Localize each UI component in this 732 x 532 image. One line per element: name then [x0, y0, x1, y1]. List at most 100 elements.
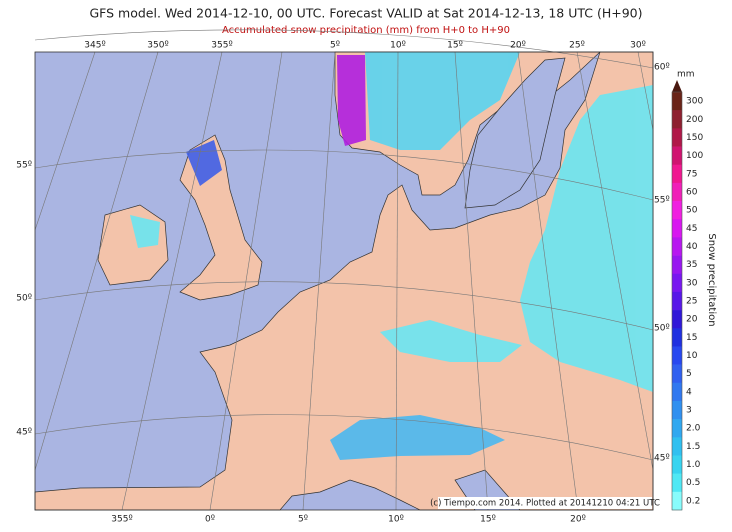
colorbar-label: 40 — [686, 242, 698, 252]
colorbar-label: 300 — [686, 97, 703, 107]
lat-label: 55º — [654, 196, 670, 206]
lon-label: 20º — [570, 515, 586, 525]
colorbar-label: 0.5 — [686, 478, 700, 488]
lon-label: 15º — [480, 515, 496, 525]
legend-title: Snow precipitation — [706, 233, 717, 326]
colorbar-swatch — [672, 219, 682, 238]
colorbar-label: 10 — [686, 351, 698, 361]
meridian — [576, 51, 654, 471]
subtitle: Accumulated snow precipitation (mm) from… — [222, 25, 510, 36]
colorbar-swatch — [672, 110, 682, 129]
colorbar-swatch — [672, 437, 682, 456]
parallel — [34, 281, 654, 331]
colorbar-label: 35 — [686, 260, 697, 270]
colorbar-swatch — [672, 328, 682, 347]
colorbar-swatch — [672, 419, 682, 438]
meridian — [121, 51, 223, 511]
colorbar-swatch — [672, 346, 682, 365]
meridian — [302, 51, 336, 511]
colorbar-swatch — [672, 455, 682, 474]
colorbar-swatch — [672, 491, 682, 511]
snow-east — [520, 85, 653, 392]
colorbar-swatch — [672, 310, 682, 329]
credit-box — [438, 497, 652, 509]
colorbar-swatch — [672, 164, 682, 184]
lon-label: 5º — [298, 515, 308, 525]
meridian — [454, 51, 489, 511]
snow-cover — [130, 52, 653, 460]
lon-label: 5º — [330, 41, 340, 51]
lat-label: 45º — [654, 454, 670, 464]
meridian — [637, 51, 654, 131]
lat-label: 45º — [16, 428, 32, 438]
colorbar-swatch — [672, 201, 682, 220]
colorbar-label: 60 — [686, 187, 698, 197]
colorbar-label: 4 — [686, 387, 692, 397]
lon-label: 355º — [111, 515, 132, 525]
colorbar-swatch — [672, 146, 682, 165]
lon-label: 20º — [510, 41, 526, 51]
lat-label: 50º — [654, 324, 670, 334]
lat-label: 60º — [654, 63, 670, 73]
colorbar-swatch — [672, 237, 682, 256]
colorbar-label: 3 — [686, 406, 692, 416]
map-frame — [34, 51, 654, 511]
colorbar-swatch — [672, 182, 682, 202]
colorbar-label: 30 — [686, 278, 698, 288]
lon-label: 10º — [388, 515, 404, 525]
colorbar-arrow — [672, 80, 682, 92]
colorbar-swatch — [672, 473, 682, 493]
lon-label: 30º — [630, 41, 646, 51]
colorbar-swatch — [672, 382, 682, 402]
colorbar-swatch — [672, 400, 682, 420]
colorbar-label: 15 — [686, 333, 697, 343]
colorbar-swatch — [672, 291, 682, 311]
snow-norway — [337, 55, 366, 146]
colorbar-label: 45 — [686, 224, 697, 234]
graticule — [34, 29, 654, 511]
lat-label: 55º — [16, 161, 32, 171]
colorbar-frame — [671, 91, 683, 511]
legend-unit: mm — [677, 70, 695, 80]
meridian — [34, 51, 96, 231]
colorbar-swatch — [672, 255, 682, 275]
lon-label: 15º — [447, 41, 463, 51]
baltic-sea — [464, 57, 566, 209]
snow-central — [380, 320, 522, 362]
colorbar-label: 50 — [686, 206, 698, 216]
snow-alps — [330, 415, 505, 460]
credit: (c) Tiempo.com 2014. Plotted at 20141210… — [430, 499, 660, 509]
map: (c) Tiempo.com 2014. Plotted at 20141210… — [34, 29, 660, 511]
colorbar-label: 1.5 — [686, 442, 700, 452]
meridian — [517, 51, 579, 511]
lat-label: 50º — [16, 294, 32, 304]
meridian — [34, 51, 159, 471]
colorbar-label: 0.2 — [686, 496, 700, 506]
colorbar-label: 75 — [686, 169, 697, 179]
lon-label: 345º — [84, 41, 105, 51]
colorbar-label: 25 — [686, 297, 697, 307]
colorbar-label: 100 — [686, 151, 703, 161]
colorbar-label: 20 — [686, 315, 698, 325]
meridian — [209, 51, 283, 511]
colorbar-label: 200 — [686, 115, 703, 125]
lon-label: 350º — [147, 41, 168, 51]
parallel — [34, 29, 654, 69]
colorbar-swatch — [672, 273, 682, 293]
lon-label: 355º — [211, 41, 232, 51]
colorbar-label: 2.0 — [686, 424, 701, 434]
meridian — [395, 51, 399, 511]
title: GFS model. Wed 2014-12-10, 00 UTC. Forec… — [89, 6, 642, 21]
lon-label: 25º — [569, 41, 585, 51]
parallel — [34, 149, 654, 201]
lon-label: 10º — [390, 41, 406, 51]
colorbar-swatch — [672, 364, 682, 384]
colorbar-label: 150 — [686, 133, 703, 143]
lon-label: 0º — [205, 515, 215, 525]
parallel — [34, 414, 654, 461]
snow-scandinavia — [365, 52, 520, 150]
snow-ireland — [130, 215, 160, 248]
colorbar-swatch — [672, 128, 682, 147]
colorbar-label: 1.0 — [686, 460, 701, 470]
